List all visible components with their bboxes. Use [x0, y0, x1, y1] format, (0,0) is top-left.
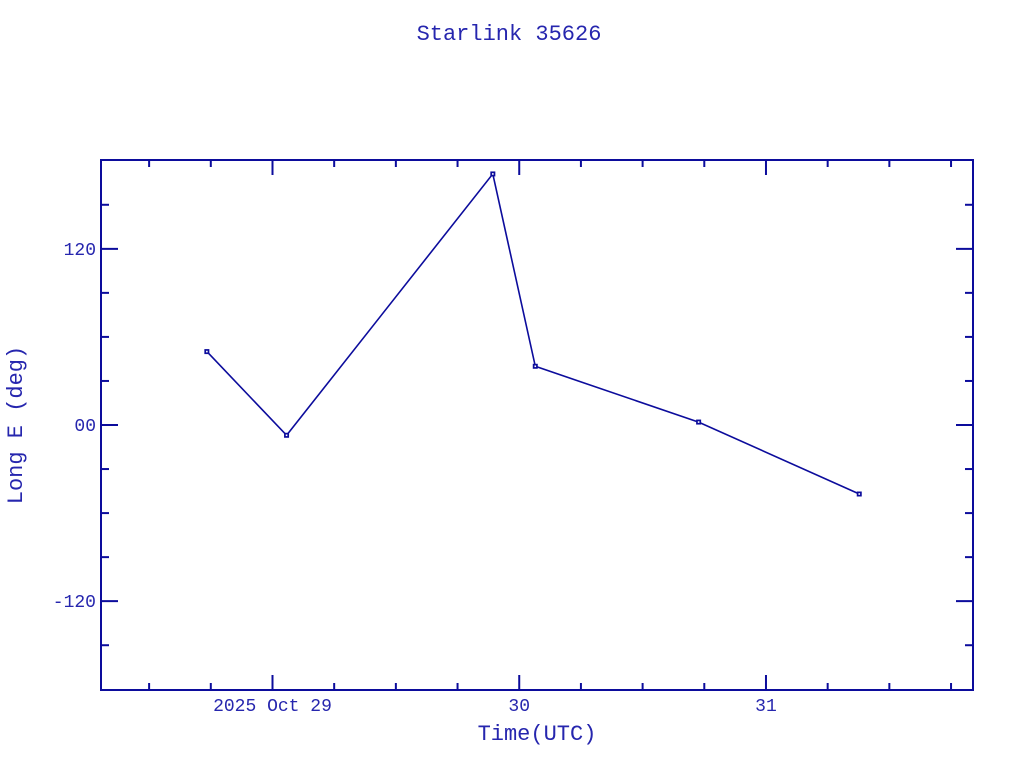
x-tick-label: 31 — [755, 697, 777, 717]
y-tick-label: 120 — [64, 241, 96, 261]
y-tick-label: 00 — [74, 417, 96, 437]
data-point-marker-center — [534, 365, 537, 368]
data-point-marker-center — [858, 493, 861, 495]
x-axis-title: Time(UTC) — [478, 722, 597, 747]
x-tick-label: 30 — [508, 697, 530, 717]
data-point-marker-center — [285, 434, 288, 437]
chart-title: Starlink 35626 — [417, 22, 602, 47]
y-axis-title: Long E (deg) — [4, 346, 29, 504]
plot-area: 2025 Oct 29 30 31 120 00 -120 — [53, 159, 974, 717]
x-tick-label: 2025 Oct 29 — [213, 697, 332, 717]
data-point-marker-center — [697, 421, 700, 423]
data-point-marker-center — [492, 173, 494, 175]
data-line — [206, 172, 860, 495]
y-tick-label: -120 — [53, 593, 96, 613]
axes-frame — [100, 159, 974, 691]
data-point-marker-center — [206, 350, 208, 353]
